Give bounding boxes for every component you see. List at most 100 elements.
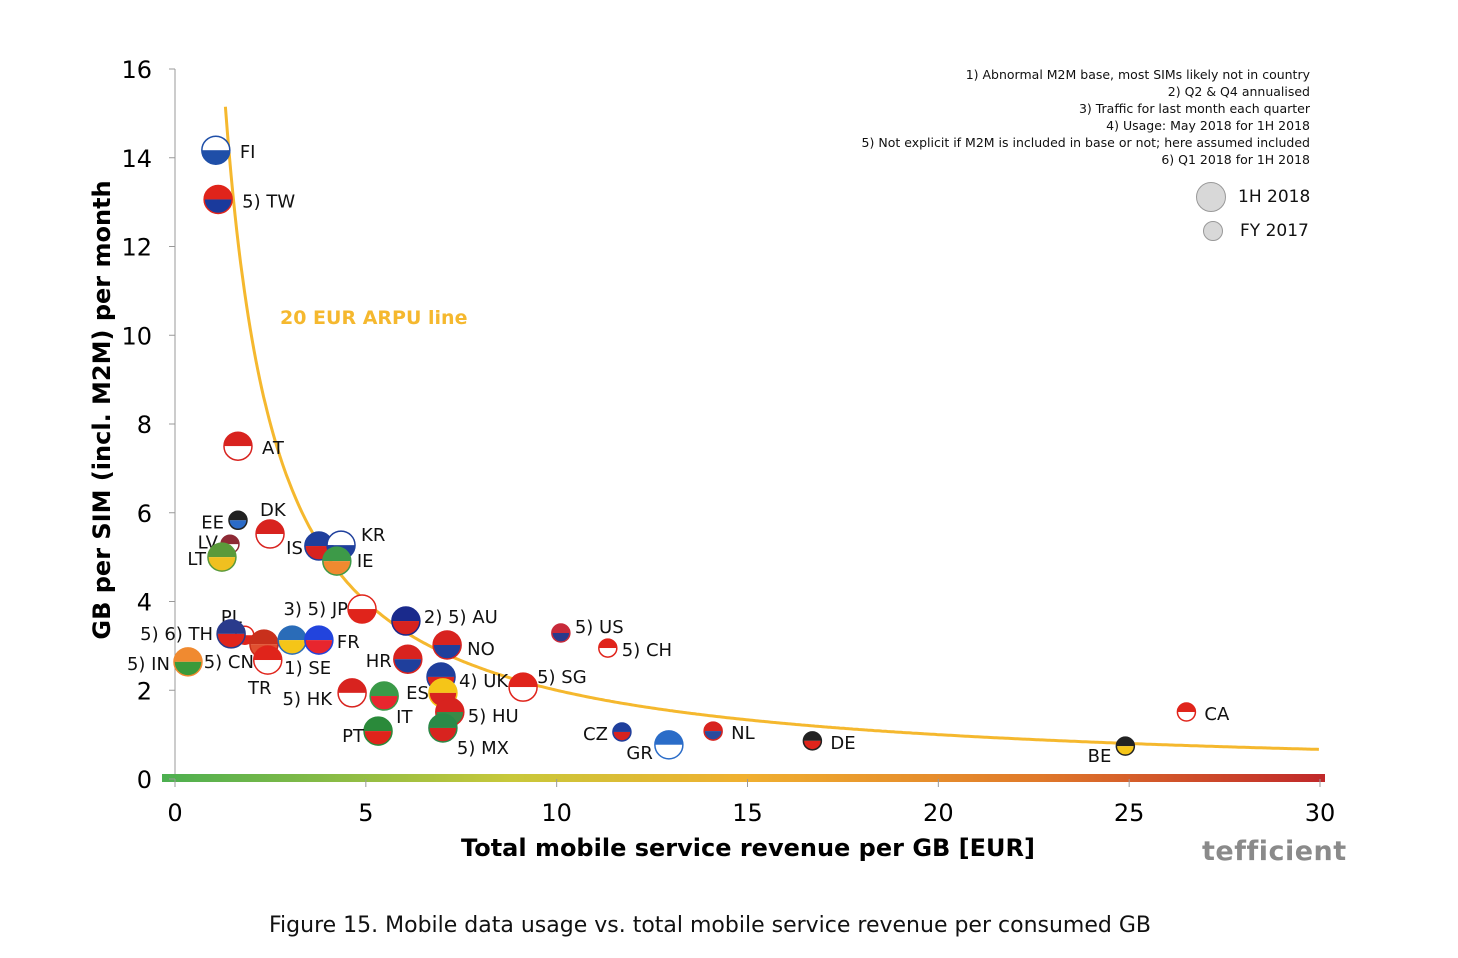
point-marker [428, 713, 458, 743]
flag-hr-icon [393, 645, 422, 674]
point-label: TR [247, 678, 272, 699]
point-marker [551, 623, 571, 643]
point-label: LT [187, 549, 207, 570]
data-point-us: 5) US [551, 617, 624, 643]
flag-band [370, 682, 399, 697]
flag-au-icon [391, 607, 420, 636]
footnote: 1) Abnormal M2M base, most SIMs likely n… [965, 67, 1310, 82]
flag-ee-icon [228, 511, 247, 530]
flag-ca-icon [1177, 702, 1196, 721]
flag-band [428, 713, 457, 728]
flag-hk-icon [338, 678, 367, 707]
y-tick-label: 6 [137, 500, 152, 528]
flag-band [220, 535, 239, 545]
point-marker [654, 730, 684, 760]
data-point-jp: 3) 5) JP [283, 594, 377, 624]
point-marker [255, 519, 285, 549]
point-marker [363, 716, 393, 746]
footnotes: 1) Abnormal M2M base, most SIMs likely n… [862, 66, 1310, 168]
y-tick-label: 10 [121, 322, 152, 350]
point-label: 5) CH [622, 640, 672, 661]
flag-band [393, 659, 422, 674]
flag-be-icon [1116, 737, 1135, 756]
point-label: DK [260, 500, 287, 521]
data-point-in: 5) IN [127, 647, 203, 677]
flag-band [304, 532, 333, 547]
data-point-au: 2) 5) AU [391, 606, 498, 636]
data-point-nl: NL [703, 721, 755, 744]
y-tick-label: 4 [137, 589, 152, 617]
point-label: HR [366, 651, 392, 672]
flag-gr-icon [654, 730, 683, 759]
y-axis-label: GB per SIM (incl. M2M) per month [88, 180, 116, 639]
flag-band [1177, 702, 1196, 712]
point-label: KR [361, 525, 385, 546]
flag-band [173, 661, 202, 676]
data-point-fr: FR [304, 625, 360, 655]
flag-band [304, 626, 333, 641]
data-point-tr: TR [247, 645, 283, 699]
flag-band [509, 687, 538, 702]
point-label: 5) IN [127, 654, 170, 675]
flag-band [338, 692, 367, 707]
flag-at-icon [223, 432, 252, 461]
point-label: NO [467, 639, 495, 660]
data-point-th: 5) 6) TH [140, 619, 246, 649]
figure-caption: Figure 15. Mobile data usage vs. total m… [269, 913, 1151, 938]
flag-cz-icon [612, 722, 631, 741]
point-marker [173, 647, 203, 677]
data-point-it: IT [369, 681, 413, 728]
point-marker [391, 606, 421, 636]
point-marker [1115, 736, 1136, 756]
footnote: 3) Traffic for last month each quarter [1078, 101, 1310, 116]
point-marker [802, 731, 823, 751]
flag-band [598, 648, 617, 658]
flag-band [217, 633, 246, 648]
point-label: IT [396, 707, 413, 728]
flag-de-icon [803, 731, 822, 750]
x-tick-label: 15 [732, 799, 763, 827]
flag-fi-icon [201, 136, 230, 165]
x-axis-label: Total mobile service revenue per GB [EUR… [461, 834, 1035, 862]
flag-band [364, 731, 393, 746]
point-marker [216, 619, 246, 649]
data-point-cz: CZ [583, 722, 632, 745]
footnote: 5) Not explicit if M2M is included in ba… [861, 135, 1310, 150]
point-label: GR [626, 743, 652, 764]
flag-band [207, 557, 236, 572]
flag-band [427, 662, 456, 677]
flag-band [256, 534, 285, 549]
flag-band [253, 646, 282, 661]
point-label: 4) UK [459, 671, 509, 692]
point-label: IS [286, 538, 303, 559]
flag-band [803, 731, 822, 741]
flag-band [1116, 737, 1135, 747]
flag-no-icon [433, 630, 462, 659]
point-label: BE [1088, 746, 1112, 767]
point-label: 5) US [575, 617, 624, 638]
flag-tr-icon [253, 646, 282, 675]
y-tick-label: 2 [137, 677, 152, 705]
flag-band [173, 647, 202, 662]
flag-band [217, 619, 246, 634]
x-tick-label: 0 [167, 799, 182, 827]
point-label: EE [201, 512, 224, 533]
flag-band [428, 727, 457, 742]
flag-band [223, 432, 252, 447]
point-label: PT [342, 726, 365, 747]
flag-band [228, 511, 247, 521]
flag-se-icon [278, 626, 307, 655]
flag-band [204, 199, 233, 214]
flag-band [1116, 746, 1135, 756]
flag-band [278, 626, 307, 641]
flag-band [322, 561, 351, 576]
flag-band [598, 639, 617, 649]
flag-band [253, 660, 282, 675]
flag-band [201, 150, 230, 165]
flag-band [551, 624, 570, 634]
x-tick-label: 20 [923, 799, 954, 827]
point-marker [508, 672, 538, 702]
point-label: DE [830, 733, 855, 754]
point-label: ES [406, 683, 429, 704]
